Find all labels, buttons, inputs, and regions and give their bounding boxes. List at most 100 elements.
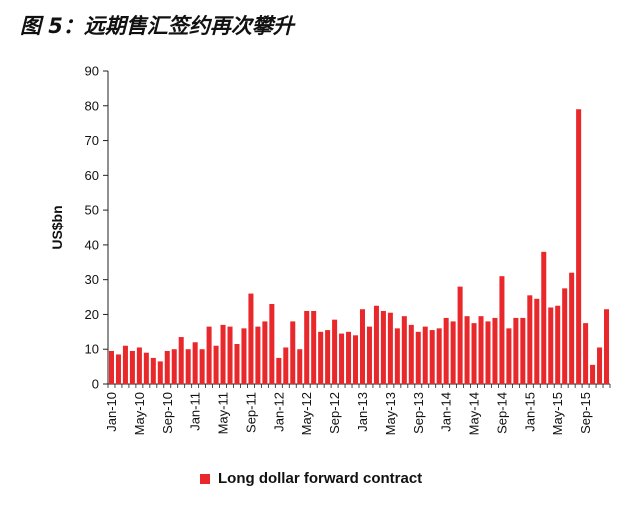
y-tick-label: 60 <box>85 168 99 183</box>
y-tick-label: 10 <box>85 342 99 357</box>
bar <box>597 347 603 384</box>
bar <box>269 304 275 384</box>
bar <box>359 309 365 384</box>
y-tick-label: 40 <box>85 237 99 252</box>
bar <box>527 295 533 384</box>
x-tick-label: Sep-12 <box>327 392 342 434</box>
bar <box>185 349 191 384</box>
bar <box>234 344 240 384</box>
bar <box>143 352 149 384</box>
bar <box>129 350 135 384</box>
bar <box>213 345 219 384</box>
bar <box>346 331 352 384</box>
y-tick-label: 80 <box>85 98 99 113</box>
bar <box>450 321 456 384</box>
x-tick-label: May-14 <box>467 392 482 435</box>
bar <box>492 317 498 384</box>
x-tick-label: Jan-14 <box>439 392 454 432</box>
y-tick-label: 50 <box>85 203 99 218</box>
legend-swatch <box>200 473 210 484</box>
bar <box>429 330 435 384</box>
x-tick-label: Sep-14 <box>494 392 509 434</box>
bar <box>283 347 289 384</box>
bar <box>562 288 568 384</box>
x-tick-label: Jan-13 <box>355 392 370 432</box>
bar <box>534 298 540 384</box>
bar <box>276 357 282 384</box>
bar <box>108 350 114 384</box>
bar <box>555 305 561 384</box>
bar <box>220 324 226 384</box>
bar <box>520 317 526 384</box>
bar <box>457 286 463 384</box>
bar <box>290 321 296 384</box>
bar <box>576 109 582 384</box>
bar <box>136 347 142 384</box>
bar <box>171 349 177 384</box>
bar <box>471 323 477 384</box>
bar <box>499 276 505 384</box>
bar <box>422 326 428 384</box>
y-tick-label: 0 <box>92 377 99 392</box>
bar <box>255 326 261 384</box>
bar <box>199 349 205 384</box>
bar <box>339 333 345 384</box>
bar <box>248 293 254 384</box>
bar <box>401 316 407 384</box>
bar <box>464 316 470 384</box>
y-tick-label: 30 <box>85 272 99 287</box>
chart-legend: Long dollar forward contract <box>200 470 422 487</box>
x-tick-label: May-13 <box>383 392 398 435</box>
y-axis-title: US$bn <box>49 205 65 249</box>
x-tick-label: Jan-12 <box>271 392 286 432</box>
y-tick-label: 20 <box>85 307 99 322</box>
x-tick-label: Jan-11 <box>188 392 203 431</box>
bar <box>297 349 303 384</box>
x-tick-label: Jan-15 <box>522 392 537 432</box>
x-tick-label: May-15 <box>550 392 565 435</box>
bar <box>150 357 156 384</box>
bar <box>569 272 575 384</box>
bar <box>506 328 512 384</box>
bar <box>366 326 372 384</box>
bar <box>478 316 484 384</box>
bar <box>262 321 268 384</box>
x-tick-label: May-12 <box>299 392 314 435</box>
bar <box>415 331 421 384</box>
bar <box>325 330 331 384</box>
bar <box>408 324 414 384</box>
bar <box>164 350 170 384</box>
y-tick-label: 90 <box>85 64 99 79</box>
bar <box>115 354 121 384</box>
x-tick-label: May-10 <box>132 392 147 435</box>
figure-title: 图 5：远期售汇签约再次攀升 <box>20 14 294 38</box>
legend-label: Long dollar forward contract <box>218 470 423 487</box>
x-tick-label: Jan-10 <box>104 392 119 432</box>
bar <box>332 319 338 384</box>
bar <box>387 312 393 384</box>
x-tick-label: May-11 <box>216 392 231 434</box>
bar <box>485 321 491 384</box>
bar <box>541 251 547 384</box>
bar <box>304 310 310 384</box>
x-axis-ticks: Jan-10 May-10 Sep-10 Jan-11 May-11 Sep-11 Jan-… <box>104 384 611 435</box>
bar <box>206 326 212 384</box>
bar <box>583 323 589 384</box>
bar <box>394 328 400 384</box>
bar <box>241 328 247 384</box>
bar <box>443 317 449 384</box>
bar <box>192 342 198 384</box>
bar <box>590 364 596 384</box>
bar <box>311 310 317 384</box>
bar <box>353 335 359 384</box>
bar <box>178 337 184 384</box>
bar <box>122 345 128 384</box>
bar <box>227 326 233 384</box>
x-tick-label: Sep-11 <box>243 392 258 433</box>
bar <box>157 361 163 384</box>
x-tick-label: Sep-10 <box>160 392 175 434</box>
y-axis-ticks: 0 10 20 30 40 50 60 70 80 90 <box>85 64 108 392</box>
bar <box>373 305 379 384</box>
bar <box>513 317 519 384</box>
